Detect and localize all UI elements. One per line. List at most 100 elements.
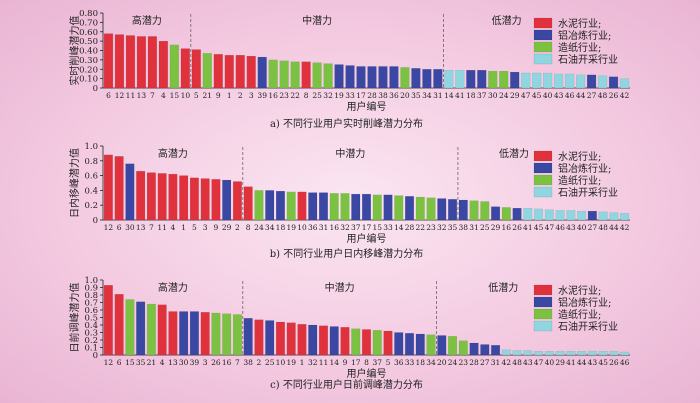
- x-tick-label: 3: [203, 358, 208, 367]
- x-tick-label: 41: [566, 358, 576, 367]
- bar: [340, 327, 350, 356]
- bar: [598, 211, 608, 221]
- x-tick-label: 31: [469, 223, 479, 232]
- y-tick-label: 0.20: [79, 65, 98, 75]
- bar: [372, 330, 382, 356]
- y-tick-label: 0.7: [84, 299, 98, 309]
- bar: [290, 61, 300, 89]
- x-tick-label: 29: [510, 91, 520, 100]
- bar: [491, 345, 501, 356]
- y-tick-label: 0: [93, 84, 98, 94]
- y-axis-label: 日内移峰潜力值: [68, 148, 81, 218]
- x-tick-label: 32: [437, 223, 447, 232]
- bar: [211, 179, 221, 221]
- bar: [114, 294, 124, 356]
- bar: [157, 304, 167, 356]
- bar: [286, 322, 296, 356]
- legend-swatch: [533, 296, 553, 308]
- x-tick-label: 37: [372, 358, 382, 367]
- bar: [334, 64, 344, 89]
- bar: [544, 209, 554, 221]
- x-tick-label: 31: [491, 358, 501, 367]
- x-tick-label: 38: [243, 358, 253, 367]
- x-tick-label: 27: [588, 223, 598, 232]
- x-tick-label: 19: [286, 223, 296, 232]
- x-tick-label: 40: [543, 91, 553, 100]
- bar: [103, 33, 114, 89]
- y-tick-label: 0.60: [79, 28, 98, 38]
- legend-label: 造纸行业;: [558, 308, 601, 321]
- x-tick-label: 12: [115, 91, 125, 100]
- panel-2: 00.10.20.30.40.50.60.70.80.91.0日前调峰潜力值12…: [68, 276, 630, 391]
- bar: [232, 181, 242, 221]
- bar: [179, 311, 189, 356]
- x-tick-label: 32: [308, 358, 318, 367]
- bar: [191, 49, 201, 89]
- bar: [609, 212, 619, 221]
- region-label: 高潜力: [158, 281, 188, 294]
- x-tick-label: 12: [104, 223, 114, 232]
- bar: [444, 69, 454, 89]
- bar: [308, 324, 318, 356]
- x-tick-label: 18: [466, 91, 476, 100]
- x-tick-label: 14: [444, 91, 454, 100]
- x-tick-label: 3: [203, 223, 208, 232]
- legend-label: 造纸行业;: [558, 41, 601, 54]
- x-tick-label: 47: [545, 223, 555, 232]
- panel-0: 00.100.200.300.400.500.600.700.80实时削峰潜力值…: [68, 9, 630, 130]
- bar: [200, 312, 210, 356]
- bar: [488, 70, 498, 89]
- x-tick-label: 17: [356, 91, 366, 100]
- x-tick-label: 31: [319, 223, 329, 232]
- x-tick-label: 34: [265, 223, 275, 232]
- bar: [147, 36, 157, 89]
- bar: [318, 192, 328, 221]
- bar: [577, 351, 587, 356]
- bar: [232, 314, 242, 356]
- bar: [523, 350, 533, 356]
- bar: [345, 65, 355, 89]
- bar: [103, 154, 113, 221]
- bar: [499, 70, 509, 89]
- bar: [200, 178, 210, 221]
- bar: [268, 59, 278, 89]
- region-label: 中潜力: [302, 14, 332, 27]
- bar: [586, 74, 597, 89]
- y-tick-label: 0.3: [84, 329, 98, 339]
- x-tick-label: 45: [598, 358, 608, 367]
- x-tick-label: 2: [257, 358, 262, 367]
- legend-swatch: [533, 17, 553, 29]
- x-tick-label: 43: [554, 91, 564, 100]
- x-tick-label: 11: [157, 223, 167, 232]
- x-tick-label: 28: [469, 358, 479, 367]
- bar: [415, 333, 425, 356]
- x-tick-label: 26: [512, 223, 522, 232]
- legend-swatch: [533, 41, 553, 53]
- bar: [501, 349, 511, 356]
- legend-swatch: [533, 174, 553, 186]
- legend-label: 铝冶炼行业;: [558, 296, 611, 309]
- bar: [555, 210, 565, 221]
- bar: [114, 156, 124, 221]
- x-tick-label: 16: [268, 91, 278, 100]
- bar: [448, 336, 458, 356]
- x-tick-label: 13: [136, 223, 146, 232]
- y-tick-label: 0.1: [84, 344, 98, 354]
- x-tick-label: 45: [534, 223, 544, 232]
- bar: [265, 320, 275, 356]
- bar: [383, 330, 393, 356]
- bar: [351, 193, 361, 221]
- bar: [222, 179, 232, 221]
- bar: [566, 210, 576, 221]
- y-tick-label: 0: [93, 216, 98, 226]
- region-label: 中潜力: [335, 147, 365, 160]
- x-tick-label: 3: [249, 91, 254, 100]
- legend-swatch: [533, 284, 553, 296]
- x-tick-label: 25: [480, 223, 490, 232]
- bar: [103, 285, 113, 356]
- x-tick-label: 43: [566, 223, 576, 232]
- x-tick-label: 40: [577, 223, 587, 232]
- y-tick-label: 0.50: [79, 37, 98, 47]
- x-tick-label: 10: [297, 223, 307, 232]
